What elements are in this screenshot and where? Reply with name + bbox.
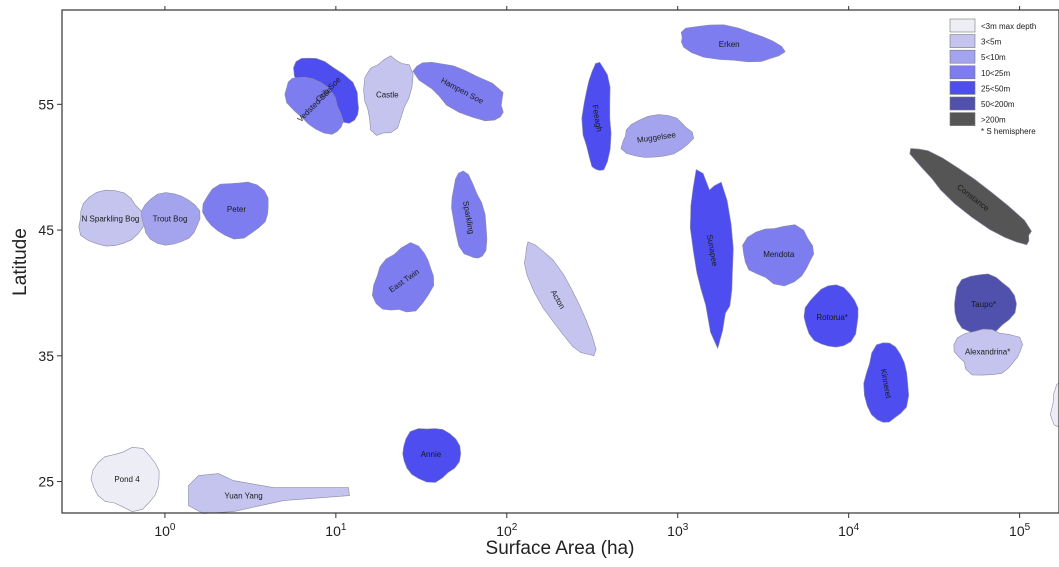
lake-label-rotorua: Rotorua* bbox=[816, 313, 848, 322]
lake-shape-kinneret bbox=[863, 342, 910, 423]
lake-label-taupo: Taupo* bbox=[971, 300, 996, 309]
lake-shape-constance bbox=[909, 148, 1032, 246]
lake-shape-east-twin bbox=[371, 242, 435, 313]
x-tick-exponent: 0 bbox=[170, 522, 176, 533]
x-tick-exponent: 4 bbox=[854, 522, 860, 533]
legend-swatch-5-10m bbox=[949, 49, 976, 64]
lake-shape-annie bbox=[402, 428, 462, 483]
legend-label: >200m bbox=[981, 116, 1006, 125]
lake-label-n-sparkling-bog: N Sparkling Bog bbox=[82, 215, 140, 224]
lake-shape-pond-4 bbox=[90, 446, 160, 513]
x-axis-title: Surface Area (ha) bbox=[486, 538, 635, 559]
x-tick-label: 104 bbox=[838, 522, 860, 539]
lake-shape-rotorua bbox=[803, 284, 859, 348]
lake-shape-alexandrina bbox=[953, 328, 1023, 376]
lake-shape-erken bbox=[680, 24, 786, 63]
lake-shape-acton bbox=[523, 241, 597, 357]
lake-shape-sparkling bbox=[451, 170, 488, 259]
lake-shape-n-sparkling-bog bbox=[78, 189, 146, 247]
legend-label: 3<5m bbox=[981, 38, 1002, 47]
lake-shape-yuan-yang bbox=[188, 473, 350, 514]
lake-label-castle: Castle bbox=[376, 90, 399, 99]
x-tick-label: 101 bbox=[325, 522, 347, 539]
legend-swatch-10-25m bbox=[949, 65, 976, 80]
x-tick-label: 105 bbox=[1009, 522, 1031, 539]
legend-label: 5<10m bbox=[981, 53, 1006, 62]
legend-swatch-200m bbox=[949, 112, 976, 126]
plot-background bbox=[62, 10, 1059, 513]
legend-note: * S hemisphere bbox=[981, 127, 1036, 136]
legend-label: 10<25m bbox=[981, 69, 1010, 78]
legend-label: 25<50m bbox=[981, 84, 1010, 93]
lake-label-pond-4: Pond 4 bbox=[114, 475, 140, 484]
lake-label-yuan-yang: Yuan Yang bbox=[224, 492, 262, 501]
lake-label-annie: Annie bbox=[421, 450, 442, 459]
y-tick-label: 55 bbox=[38, 96, 54, 112]
lake-label-mendota: Mendota bbox=[763, 250, 795, 259]
lake-shape-muggelsee bbox=[620, 114, 695, 158]
lake-label-erken: Erken bbox=[719, 40, 740, 49]
legend-swatch-50-200m bbox=[949, 96, 976, 111]
y-tick-label: 45 bbox=[38, 222, 54, 238]
y-tick-label: 35 bbox=[38, 348, 54, 364]
lake-shape-sunapee bbox=[689, 169, 734, 350]
x-tick-label: 100 bbox=[154, 522, 176, 539]
lake-shape-taupo bbox=[954, 273, 1017, 335]
x-tick-label: 102 bbox=[496, 522, 518, 539]
y-axis-title: Latitude bbox=[10, 228, 31, 296]
x-tick-label: 103 bbox=[667, 522, 689, 539]
legend-label: <3m max depth bbox=[981, 22, 1036, 31]
x-tick-exponent: 3 bbox=[683, 522, 689, 533]
lake-shape-peter bbox=[202, 181, 269, 240]
lake-shape-trout-bog bbox=[141, 192, 201, 246]
lake-label-trout-bog: Trout Bog bbox=[153, 215, 188, 224]
lake-shape-hampen-soe bbox=[412, 61, 504, 122]
lake-shapes bbox=[78, 24, 1059, 514]
lake-shape-castle bbox=[363, 55, 414, 136]
legend-label: 50<200m bbox=[981, 100, 1015, 109]
legend-swatch-25-50m bbox=[949, 81, 976, 95]
lake-shape-taihu bbox=[1049, 382, 1059, 428]
lake-label-peter: Peter bbox=[227, 205, 246, 214]
x-tick-exponent: 2 bbox=[512, 522, 518, 533]
legend: <3m max depth 3<5m 5<10m 10<25m 25<50m 50<200… bbox=[949, 18, 1036, 136]
y-tick-label: 25 bbox=[38, 474, 54, 490]
lake-shape-vedsted-soe bbox=[284, 76, 344, 135]
plot-frame bbox=[61, 9, 1059, 514]
lake-label-alexandrina: Alexandrina* bbox=[965, 348, 1010, 357]
legend-swatch-3m-max-depth bbox=[949, 18, 976, 33]
x-tick-exponent: 1 bbox=[341, 522, 347, 533]
x-tick-exponent: 5 bbox=[1025, 522, 1031, 533]
legend-swatch-3-5m bbox=[949, 34, 976, 48]
lake-shape-mendota bbox=[742, 224, 815, 287]
lake-shape-feeagh bbox=[581, 61, 612, 171]
